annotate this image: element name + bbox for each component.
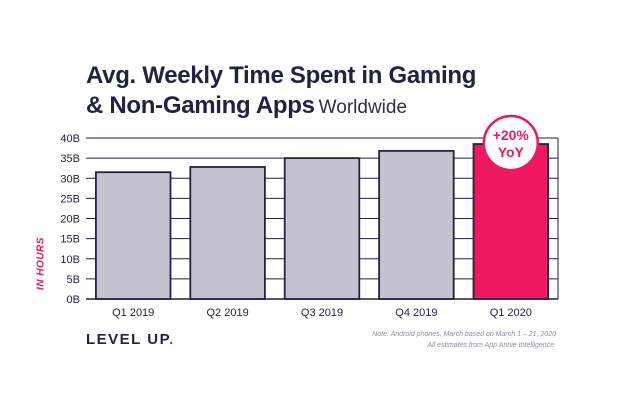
x-tick-label: Q1 2019 bbox=[112, 307, 154, 319]
y-tick-label: 30B bbox=[60, 173, 80, 185]
y-tick-label: 35B bbox=[60, 153, 80, 165]
y-tick-labels: 0B 5B 10B 15B 20B 25B 30B 35B 40B bbox=[60, 133, 80, 306]
chart-title-line2: & Non-Gaming Apps Worldwide bbox=[86, 92, 407, 120]
brand-logo: LEVEL UP. bbox=[86, 331, 175, 348]
chart-title-line1: Avg. Weekly Time Spent in Gaming bbox=[86, 62, 477, 89]
brand-text: LEVEL UP bbox=[86, 331, 170, 348]
x-tick-labels: Q1 2019 Q2 2019 Q3 2019 Q4 2019 Q1 2020 bbox=[112, 307, 532, 319]
y-tick-label: 0B bbox=[67, 294, 80, 306]
y-tick-label: 10B bbox=[60, 254, 80, 266]
x-tick-label: Q1 2020 bbox=[490, 307, 532, 319]
x-tick-label: Q4 2019 bbox=[395, 307, 437, 319]
footnote-line1: Note: Android phones, March based on Mar… bbox=[372, 331, 556, 338]
footnote-line2: All estimates from App Annie Intelligenc… bbox=[427, 342, 556, 349]
brand-dot: . bbox=[169, 331, 175, 348]
x-tick-label: Q3 2019 bbox=[301, 307, 343, 319]
y-tick-label: 20B bbox=[60, 214, 80, 226]
x-tick-label: Q2 2019 bbox=[206, 307, 248, 319]
chart-subtitle: Worldwide bbox=[318, 97, 408, 118]
bar-q3-2019 bbox=[283, 157, 361, 300]
bar-q1-2019 bbox=[95, 171, 172, 300]
y-tick-label: 40B bbox=[60, 133, 80, 145]
yoy-callout-label: YoY bbox=[498, 144, 525, 160]
yoy-callout-value: +20% bbox=[493, 127, 530, 143]
y-tick-label: 5B bbox=[67, 274, 80, 286]
y-tick-label: 25B bbox=[60, 193, 80, 205]
bar-q2-2019 bbox=[189, 166, 266, 300]
chart-title-line2-text: & Non-Gaming Apps bbox=[86, 92, 315, 119]
bars bbox=[95, 143, 549, 300]
yoy-callout: +20%YoY bbox=[482, 114, 540, 172]
y-tick-label: 15B bbox=[60, 234, 80, 246]
bar-q4-2019 bbox=[378, 149, 455, 300]
yoy-callout-badge bbox=[482, 114, 540, 172]
